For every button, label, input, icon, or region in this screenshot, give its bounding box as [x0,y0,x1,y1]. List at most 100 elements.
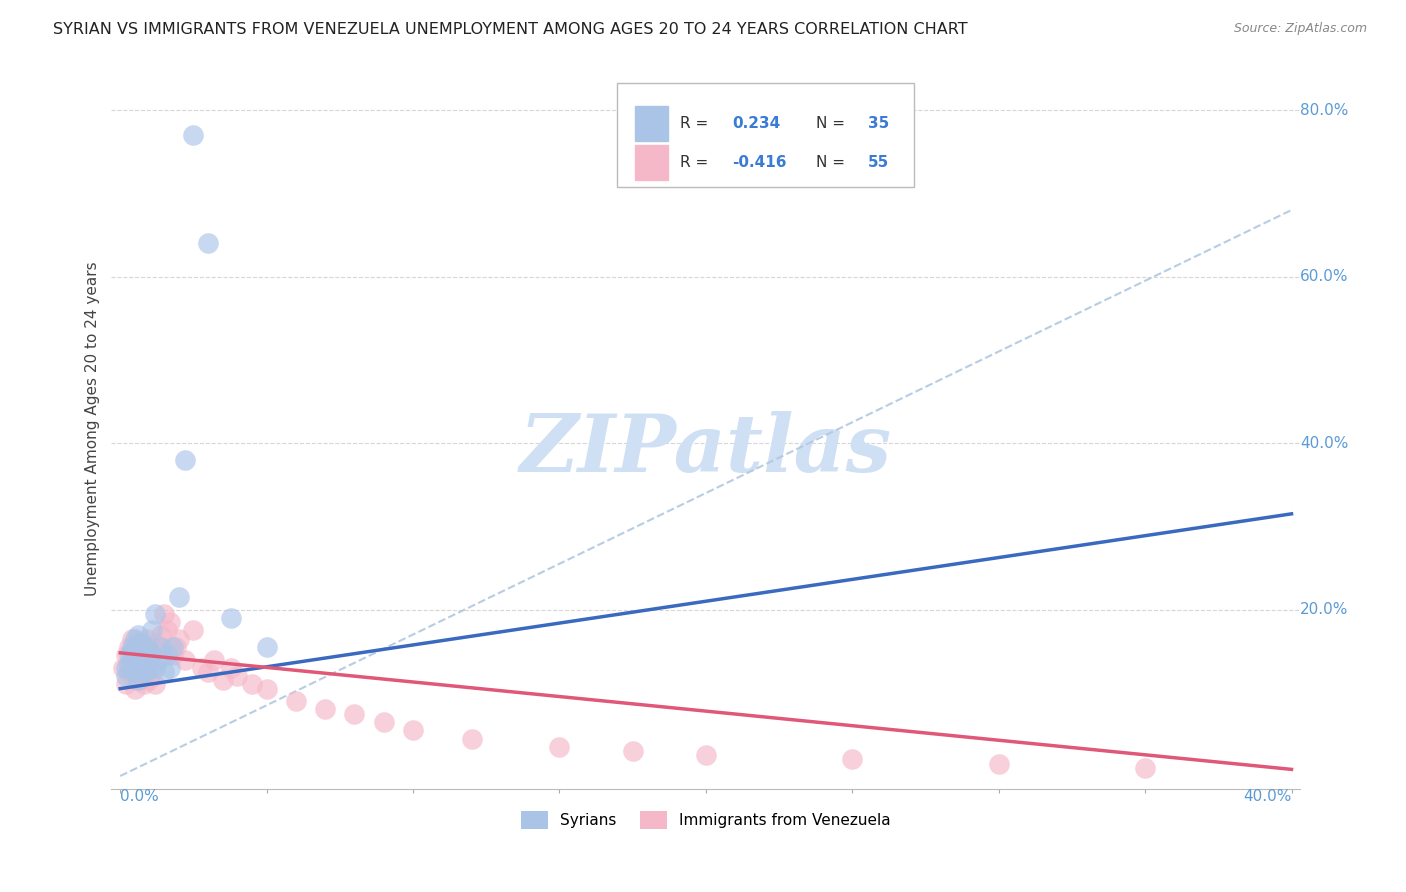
Legend: Syrians, Immigrants from Venezuela: Syrians, Immigrants from Venezuela [515,805,897,835]
Point [141,652,163,666]
Text: Source: ZipAtlas.com: Source: ZipAtlas.com [1233,22,1367,36]
Point [156,648,179,663]
Point [135,661,157,675]
Bar [634,145,668,179]
Point [460,731,482,746]
Point [159,661,181,675]
Text: 55: 55 [868,155,889,169]
Point [138,673,160,688]
Point [132,648,155,663]
Point [115,669,138,683]
Point [211,673,233,688]
Point [127,636,149,650]
Point [256,640,278,654]
Point [167,632,190,646]
Point [162,640,184,654]
Point [226,669,249,683]
Text: 35: 35 [868,116,889,131]
Point [127,673,149,688]
Point [118,648,141,663]
Point [127,673,149,688]
Text: -0.416: -0.416 [733,155,786,169]
Point [141,665,163,679]
Point [621,744,644,758]
Point [121,632,143,646]
Point [138,644,160,658]
Text: 80.0%: 80.0% [1301,103,1348,118]
Point [124,644,146,658]
Point [256,681,278,696]
Point [121,652,143,666]
Point [841,752,863,766]
Text: SYRIAN VS IMMIGRANTS FROM VENEZUELA UNEMPLOYMENT AMONG AGES 20 TO 24 YEARS CORRE: SYRIAN VS IMMIGRANTS FROM VENEZUELA UNEM… [53,22,969,37]
Point [221,611,243,625]
Point [132,640,155,654]
Point [695,748,717,763]
Point [150,627,173,641]
Point [173,452,195,467]
Point [148,640,170,654]
Y-axis label: Unemployment Among Ages 20 to 24 years: Unemployment Among Ages 20 to 24 years [86,261,100,596]
Point [162,648,184,663]
Point [135,640,157,654]
Point [118,657,141,671]
Point [127,627,149,641]
Point [183,624,205,638]
Point [124,657,146,671]
FancyBboxPatch shape [617,83,914,187]
Text: N =: N = [817,155,851,169]
Point [143,661,166,675]
Point [143,607,166,621]
Point [132,665,155,679]
Point [221,661,243,675]
Text: R =: R = [679,155,713,169]
Text: 40.0%: 40.0% [1301,435,1348,450]
Point [118,640,141,654]
Text: R =: R = [679,116,713,131]
Point [143,636,166,650]
Point [124,665,146,679]
Point [165,640,187,654]
Text: ZIPatlas: ZIPatlas [520,411,891,489]
Point [121,640,143,654]
Text: N =: N = [817,116,851,131]
Text: 0.0%: 0.0% [120,789,159,804]
Text: 20.0%: 20.0% [1301,602,1348,617]
Point [197,665,219,679]
Point [129,636,152,650]
Point [124,681,146,696]
Point [150,640,173,654]
Point [548,739,571,754]
Point [240,677,263,691]
Point [373,714,395,729]
Point [148,652,170,666]
Point [402,723,425,738]
Text: 0.234: 0.234 [733,116,780,131]
Point [121,669,143,683]
Point [987,756,1010,771]
Point [121,644,143,658]
Point [129,669,152,683]
Point [197,236,219,251]
Point [129,661,152,675]
Point [115,661,138,675]
Point [132,677,155,691]
Point [183,128,205,142]
Point [121,652,143,666]
Point [124,632,146,646]
Bar [634,106,668,141]
Point [115,677,138,691]
Point [112,661,135,675]
Point [202,652,225,666]
Point [159,615,181,629]
Point [132,657,155,671]
Point [1133,761,1156,775]
Text: 60.0%: 60.0% [1301,269,1348,285]
Point [129,648,152,663]
Point [173,652,195,666]
Point [135,632,157,646]
Point [153,607,176,621]
Point [167,590,190,604]
Point [118,665,141,679]
Point [138,652,160,666]
